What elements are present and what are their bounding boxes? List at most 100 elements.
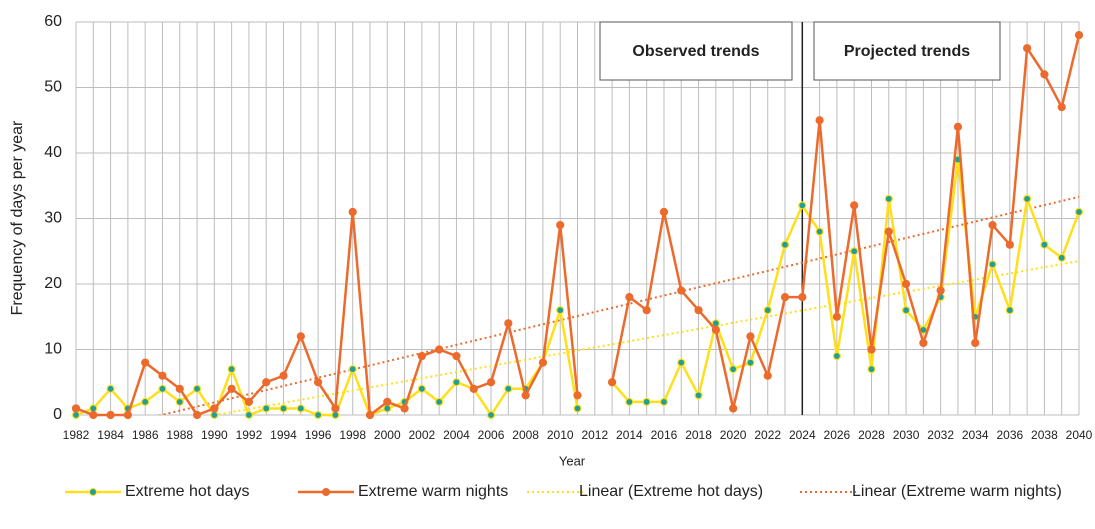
point [763,306,772,315]
point [210,404,219,413]
point [452,378,461,387]
annotation: Observed trends [632,43,759,60]
point [469,384,478,393]
x-tick-label: 2020 [720,428,747,442]
point [971,338,980,348]
point [141,358,150,367]
point [815,227,824,236]
y-tick-label: 10 [44,341,62,358]
point [988,220,997,230]
x-tick-label: 2004 [443,428,470,442]
point [936,286,945,295]
point [919,338,928,348]
x-tick-label: 2024 [789,428,816,442]
x-tick-label: 2018 [685,428,712,442]
x-tick-label: 1984 [97,428,124,442]
point [1040,70,1049,79]
point [383,397,392,406]
point [417,351,426,361]
point [642,306,651,315]
point [227,384,236,393]
point [296,332,305,341]
chart: Year Frequency of days per year 01020304… [9,13,1093,468]
point [556,220,565,230]
point [867,345,876,354]
point [486,410,496,420]
point [746,358,755,367]
point [175,397,184,406]
point [348,207,357,217]
y-tick-label: 30 [44,210,62,227]
x-tick-label: 2040 [1066,428,1093,442]
x-tick-label: 1996 [305,428,332,442]
point [850,201,859,210]
legend-label: Linear (Extreme hot days) [579,483,764,500]
point [175,384,184,393]
point [296,404,305,413]
point [435,397,444,406]
x-tick-label: 2022 [754,428,781,442]
x-tick-label: 2008 [512,428,539,442]
point [314,378,323,387]
point [694,306,703,315]
point [279,404,288,413]
point [746,332,755,341]
point [642,397,651,406]
point [1074,30,1084,40]
point [331,404,340,413]
point [694,391,703,400]
point [123,410,132,420]
point [192,384,202,393]
point [556,306,565,315]
y-tick-label: 20 [44,275,62,292]
point [901,279,911,289]
x-tick-label: 1992 [236,428,263,442]
point [452,351,461,361]
point [106,384,115,393]
point [262,378,271,387]
point [1023,44,1032,53]
point [729,365,738,374]
x-tick-label: 2012 [581,428,608,442]
point [141,397,150,406]
legend-label: Linear (Extreme warm nights) [852,483,1062,500]
point [521,391,530,400]
point [262,404,271,413]
legend-swatch [527,491,583,493]
point [1040,240,1049,249]
legend-marker [322,488,330,496]
point [901,306,911,315]
x-tick-label: 2030 [893,428,920,442]
point [763,371,772,380]
annotation: Projected trends [844,43,970,60]
point [798,201,807,210]
point [1057,253,1066,262]
x-tick-label: 2014 [616,428,643,442]
point [192,410,202,420]
legend-swatch [65,488,121,496]
legend-label: Extreme hot days [125,483,250,500]
point [383,404,392,413]
point [538,358,548,367]
point [400,404,409,413]
x-tick-label: 2026 [824,428,851,442]
y-tick-label: 0 [53,406,62,423]
y-tick-label: 40 [44,144,62,161]
legend-marker [89,488,97,496]
x-tick-label: 1998 [339,428,366,442]
point [89,410,98,420]
point [729,404,738,413]
point [780,240,790,249]
point [227,365,236,374]
point [158,384,167,393]
point [1005,306,1014,315]
legend-swatch [800,491,856,493]
point [435,345,444,354]
y-tick-label: 60 [44,13,62,30]
x-tick-label: 2002 [409,428,436,442]
point [573,391,582,400]
x-tick-label: 1990 [201,428,228,442]
point [1057,103,1066,112]
point [365,410,375,420]
x-tick-label: 1982 [63,428,90,442]
